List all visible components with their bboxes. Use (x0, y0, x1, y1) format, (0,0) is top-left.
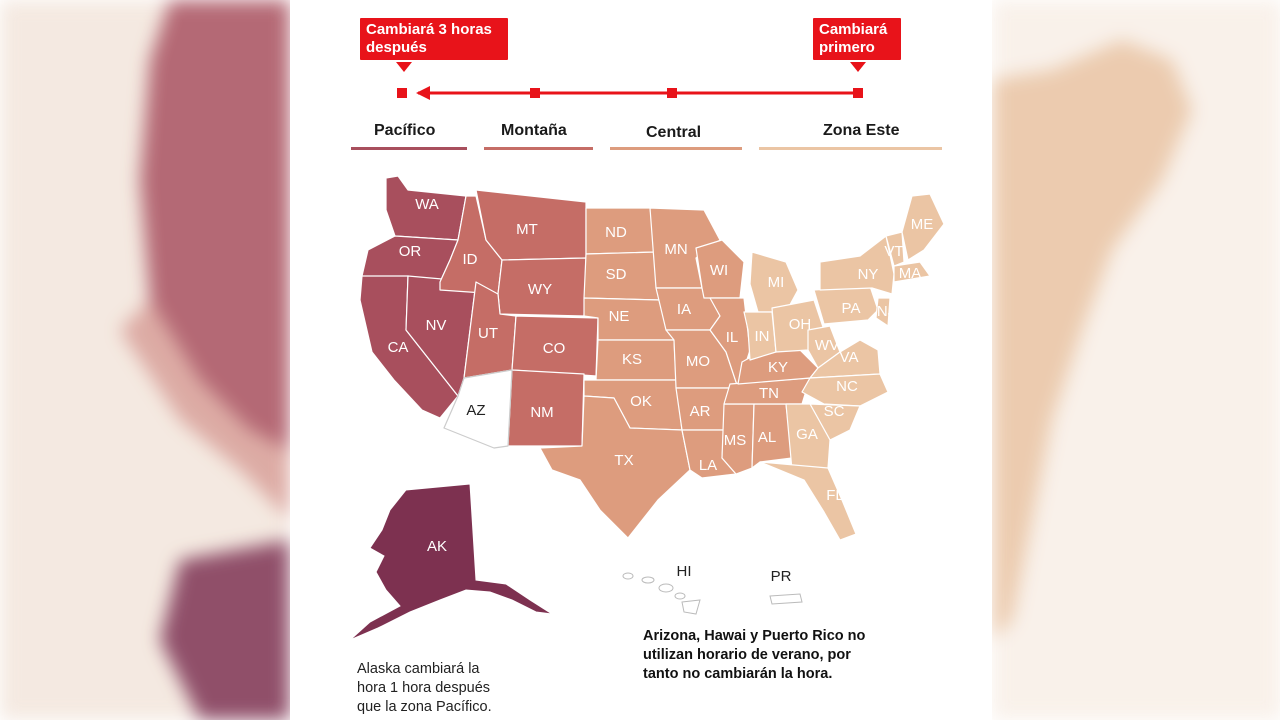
label-wa: WA (415, 196, 439, 213)
blurred-background-left (0, 0, 290, 720)
label-fl: FL (826, 487, 844, 504)
label-sc: SC (824, 403, 845, 420)
label-nv: NV (426, 317, 447, 334)
label-nd: ND (605, 224, 627, 241)
zone-bar-pacific (351, 147, 467, 150)
label-al: AL (758, 429, 776, 446)
label-nj: NJ (877, 303, 895, 320)
callout-later-text: Cambiará 3 horas después (366, 21, 492, 56)
label-wy: WY (528, 281, 552, 298)
label-nm: NM (530, 404, 553, 421)
callout-later-pointer (396, 62, 412, 72)
zone-bar-mountain (484, 147, 593, 150)
zone-label-pacific: Pacífico (374, 122, 436, 139)
state-vt (885, 231, 905, 267)
label-sd: SD (606, 266, 627, 283)
zone-label-mountain: Montaña (501, 122, 567, 139)
label-ma: MA (899, 265, 922, 282)
label-ar: AR (690, 403, 711, 420)
label-mo: MO (686, 353, 710, 370)
state-nj (875, 297, 891, 327)
label-tx: TX (614, 452, 633, 469)
us-map: WA OR CA NV ID MT WY UT CO NM ND SD NE K… (349, 175, 945, 641)
alaska-note-line: Alaska cambiará la (357, 661, 480, 677)
label-ca: CA (388, 339, 409, 356)
label-id: ID (463, 251, 478, 268)
label-ne: NE (609, 308, 630, 325)
label-az: AZ (466, 402, 485, 419)
zone-label-eastern: Zona Este (823, 122, 900, 139)
label-nc: NC (836, 378, 858, 395)
label-mn: MN (664, 241, 687, 258)
state-ny (819, 235, 895, 295)
state-ma (893, 261, 931, 283)
label-ia: IA (677, 301, 691, 318)
timeline-marker-eastern (853, 88, 863, 98)
label-wi: WI (710, 262, 728, 279)
label-pa: PA (842, 300, 861, 317)
label-or: OR (399, 243, 422, 260)
state-pr (769, 593, 803, 605)
label-co: CO (543, 340, 566, 357)
callout-first-pointer (850, 62, 866, 72)
alaska-note-line: hora 1 hora después (357, 680, 491, 696)
state-ga (785, 403, 831, 471)
state-az (443, 369, 513, 449)
label-ky: KY (768, 359, 788, 376)
label-vt: VT (884, 243, 903, 260)
state-ak (349, 483, 553, 641)
label-ut: UT (478, 325, 498, 342)
label-tn: TN (759, 385, 779, 402)
callout-later: Cambiará 3 horas después (360, 18, 508, 60)
alaska-note-line: que la zona Pacífico. (357, 699, 492, 715)
callout-first: Cambiará primero (813, 18, 901, 60)
label-in: IN (755, 328, 770, 345)
state-tx (539, 395, 691, 539)
state-il (709, 297, 751, 389)
label-la: LA (699, 457, 717, 474)
exempt-note-line: utilizan horario de verano, por (643, 647, 851, 663)
label-ok: OK (630, 393, 652, 410)
label-il: IL (726, 329, 739, 346)
exempt-note-line: Arizona, Hawai y Puerto Rico no (643, 628, 866, 644)
state-in (743, 311, 777, 361)
label-wv: WV (815, 337, 839, 354)
state-wy (497, 257, 587, 317)
label-ms: MS (724, 432, 747, 449)
exempt-note-line: tanto no cambiarán la hora. (643, 666, 833, 682)
state-fl (759, 461, 857, 541)
timeline-marker-pacific (397, 88, 407, 98)
infographic-panel: Cambiará 3 horas después Cambiará primer… (290, 0, 992, 720)
callout-first-text: Cambiará primero (819, 21, 888, 56)
timeline-marker-central (667, 88, 677, 98)
alaska-note: Alaska cambiará la hora 1 hora después q… (357, 660, 492, 717)
timeline (397, 86, 863, 100)
state-me (901, 193, 945, 261)
label-va: VA (840, 349, 859, 366)
zone-bar-eastern (759, 147, 942, 150)
label-oh: OH (789, 316, 812, 333)
label-ak: AK (427, 538, 447, 555)
label-ny: NY (858, 266, 879, 283)
label-mi: MI (768, 274, 785, 291)
label-pr: PR (771, 568, 792, 585)
zone-label-central: Central (646, 124, 702, 141)
zone-bar-central (610, 147, 742, 150)
label-hi: HI (677, 563, 692, 580)
label-mt: MT (516, 221, 538, 238)
timeline-marker-mountain (530, 88, 540, 98)
blurred-background-right (992, 0, 1280, 720)
timeline-arrowhead (416, 86, 430, 100)
exempt-note: Arizona, Hawai y Puerto Rico no utilizan… (643, 627, 865, 684)
state-hi (622, 572, 701, 615)
label-dc: DC (852, 325, 874, 342)
label-ks: KS (622, 351, 642, 368)
label-ga: GA (796, 426, 818, 443)
label-me: ME (911, 216, 934, 233)
